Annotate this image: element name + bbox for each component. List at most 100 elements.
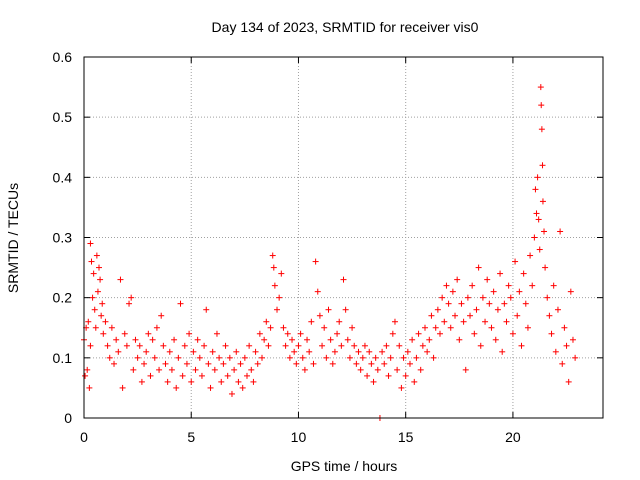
data-point	[327, 336, 334, 343]
data-point	[222, 342, 229, 349]
data-point	[467, 312, 474, 319]
data-point	[301, 366, 308, 373]
data-point	[113, 336, 120, 343]
data-point	[383, 342, 390, 349]
data-point	[443, 282, 450, 289]
data-point	[344, 336, 351, 343]
data-point	[243, 372, 250, 379]
data-point	[323, 354, 330, 361]
data-point	[233, 348, 240, 355]
data-point	[464, 294, 471, 301]
chart-title: Day 134 of 2023, SRMTID for receiver vis…	[212, 19, 479, 35]
data-point	[132, 336, 139, 343]
data-point	[454, 276, 461, 283]
data-point	[338, 342, 345, 349]
data-point	[299, 354, 306, 361]
data-point	[340, 276, 347, 283]
data-point	[361, 342, 368, 349]
data-point	[94, 288, 101, 295]
data-point	[82, 372, 89, 379]
data-point	[282, 342, 289, 349]
data-point	[394, 366, 401, 373]
y-tick-label: 0	[64, 410, 72, 426]
data-point	[278, 270, 285, 277]
data-point	[456, 336, 463, 343]
data-point	[121, 330, 128, 337]
data-point	[220, 360, 227, 367]
data-point	[136, 342, 143, 349]
data-point	[473, 306, 480, 313]
data-point	[173, 384, 180, 391]
data-point	[518, 342, 525, 349]
x-tick-label: 5	[187, 429, 195, 445]
data-point	[162, 360, 169, 367]
data-point	[128, 294, 135, 301]
data-point	[194, 336, 201, 343]
data-point	[90, 270, 97, 277]
data-point	[93, 252, 100, 259]
data-point	[141, 360, 148, 367]
data-point	[512, 258, 519, 265]
data-point	[286, 354, 293, 361]
y-axis-label: SRMTID / TECUs	[5, 183, 21, 293]
data-point	[280, 324, 287, 331]
data-point	[98, 312, 105, 319]
data-point	[96, 264, 103, 271]
data-point	[130, 366, 137, 373]
data-point	[295, 342, 302, 349]
data-point	[239, 384, 246, 391]
data-point	[391, 318, 398, 325]
data-point	[452, 312, 459, 319]
data-point	[439, 294, 446, 301]
data-point	[385, 372, 392, 379]
x-tick-label: 20	[505, 429, 521, 445]
data-point	[499, 348, 506, 355]
data-point	[89, 294, 96, 301]
y-tick-label: 0.5	[53, 109, 73, 125]
data-point	[387, 354, 394, 361]
data-point	[342, 306, 349, 313]
data-point	[334, 330, 341, 337]
x-tick-label: 0	[80, 429, 88, 445]
data-point	[569, 336, 576, 343]
data-point	[351, 342, 358, 349]
data-point	[241, 354, 248, 361]
data-point	[196, 354, 203, 361]
data-point	[494, 306, 501, 313]
data-point	[421, 324, 428, 331]
x-tick-label: 10	[291, 429, 307, 445]
data-point	[520, 270, 527, 277]
data-point	[542, 264, 549, 271]
data-point	[250, 378, 257, 385]
data-point	[563, 342, 570, 349]
data-point	[293, 360, 300, 367]
data-point	[271, 282, 278, 289]
data-point	[503, 318, 510, 325]
data-point	[501, 300, 508, 307]
data-point	[372, 354, 379, 361]
data-point	[175, 354, 182, 361]
data-point	[228, 390, 235, 397]
data-point	[213, 330, 220, 337]
data-point	[138, 378, 145, 385]
data-point	[181, 342, 188, 349]
data-point	[546, 312, 553, 319]
data-point	[265, 342, 272, 349]
data-point	[349, 324, 356, 331]
data-point	[441, 318, 448, 325]
data-point	[486, 300, 493, 307]
data-point	[274, 306, 281, 313]
data-point	[256, 330, 263, 337]
data-point	[166, 348, 173, 355]
data-point	[554, 306, 561, 313]
data-point	[359, 354, 366, 361]
data-point	[404, 348, 411, 355]
data-point	[355, 348, 362, 355]
data-point	[490, 288, 497, 295]
data-point	[516, 288, 523, 295]
data-point	[211, 366, 218, 373]
data-point	[552, 348, 559, 355]
data-point	[126, 300, 133, 307]
data-point	[488, 324, 495, 331]
